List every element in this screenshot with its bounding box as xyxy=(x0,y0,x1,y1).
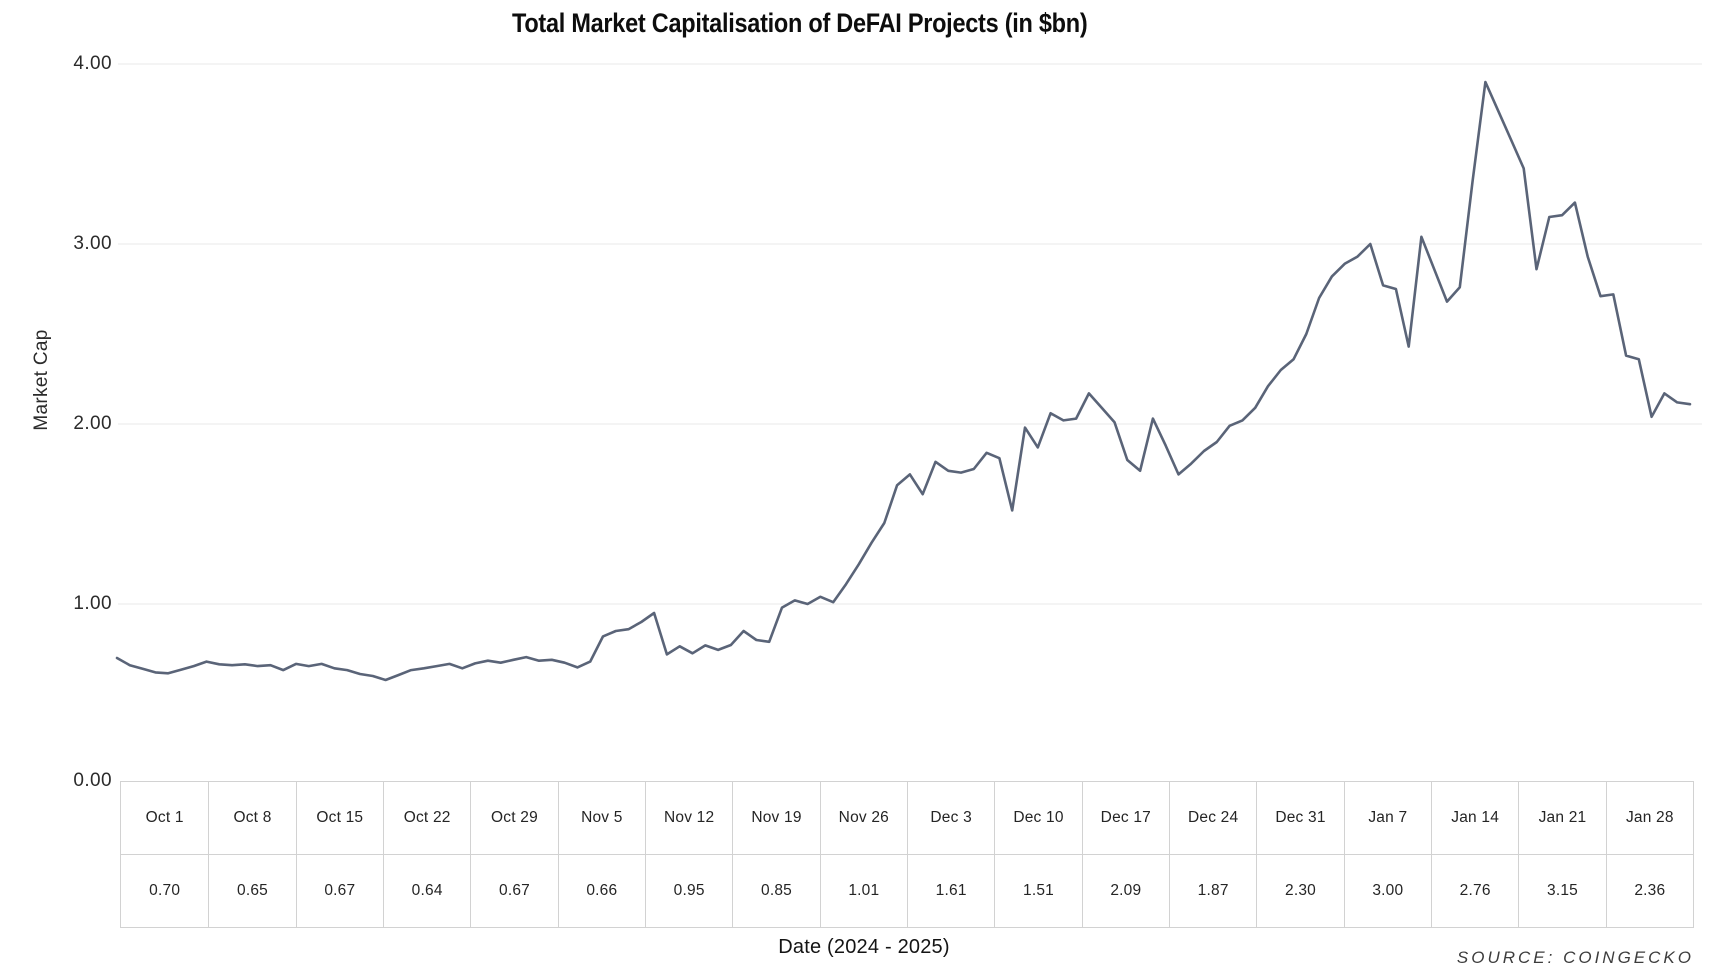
y-tick-label: 0.00 xyxy=(73,770,112,791)
value-cell: 2.36 xyxy=(1605,855,1693,927)
value-cell: 2.76 xyxy=(1431,855,1518,927)
value-cell: 1.61 xyxy=(907,855,994,927)
y-tick-label: 2.00 xyxy=(73,413,112,434)
value-cell: 1.87 xyxy=(1169,855,1256,927)
line-chart-svg xyxy=(115,63,1702,682)
value-cell: 0.66 xyxy=(557,855,645,927)
x-axis-label: Date (2024 - 2025) xyxy=(778,936,950,958)
date-cell: Nov 12 xyxy=(645,782,732,854)
y-tick-label: 3.00 xyxy=(73,233,112,254)
value-cell: 0.65 xyxy=(208,855,295,927)
date-cell: Dec 17 xyxy=(1081,782,1169,854)
date-cell: Dec 3 xyxy=(907,782,994,854)
value-cell: 0.70 xyxy=(149,882,181,899)
date-cell: Oct 29 xyxy=(470,782,557,854)
date-cell: Dec 24 xyxy=(1169,782,1256,854)
value-cell: 3.00 xyxy=(1343,855,1431,927)
date-cell: Jan 28 xyxy=(1605,782,1693,854)
value-cell: 0.95 xyxy=(645,855,732,927)
date-cell: Jan 14 xyxy=(1431,782,1518,854)
date-cell: Jan 7 xyxy=(1343,782,1431,854)
date-cell: Dec 31 xyxy=(1256,782,1343,854)
date-cell: Nov 19 xyxy=(732,782,819,854)
value-cell: 0.64 xyxy=(383,855,470,927)
y-tick-label: 4.00 xyxy=(73,53,112,74)
y-tick-label: 1.00 xyxy=(73,593,112,614)
chart-title: Total Market Capitalisation of DeFAI Pro… xyxy=(512,8,1088,38)
value-cell: 0.85 xyxy=(732,855,819,927)
value-cell: 1.01 xyxy=(819,855,907,927)
value-cell: 1.51 xyxy=(994,855,1081,927)
value-row: 0.70 0.65 0.67 0.64 0.67 0.66 0.95 0.85 1.01 1.61… xyxy=(121,854,1693,927)
value-cell: 2.30 xyxy=(1256,855,1343,927)
date-cell: Nov 5 xyxy=(557,782,645,854)
date-cell: Jan 21 xyxy=(1518,782,1605,854)
value-cell: 2.09 xyxy=(1081,855,1169,927)
date-cell: Oct 8 xyxy=(208,782,295,854)
value-cell: 0.67 xyxy=(470,855,557,927)
date-cell: Oct 15 xyxy=(295,782,383,854)
date-cell: Oct 1 xyxy=(145,809,184,826)
market-cap-line xyxy=(115,80,1692,682)
date-row: Oct 1 Oct 8 Oct 15 Oct 22 Oct 29 Nov 5 Nov 12 N… xyxy=(121,782,1693,854)
value-cell: 0.67 xyxy=(295,855,383,927)
value-cell: 3.15 xyxy=(1518,855,1605,927)
weekly-data-table: Oct 1 Oct 8 Oct 15 Oct 22 Oct 29 Nov 5 Nov 12 N… xyxy=(120,781,1694,928)
date-cell: Nov 26 xyxy=(819,782,907,854)
source-note: SOURCE: COINGECKO xyxy=(1456,948,1694,967)
date-cell: Oct 22 xyxy=(383,782,470,854)
date-cell: Dec 10 xyxy=(994,782,1081,854)
